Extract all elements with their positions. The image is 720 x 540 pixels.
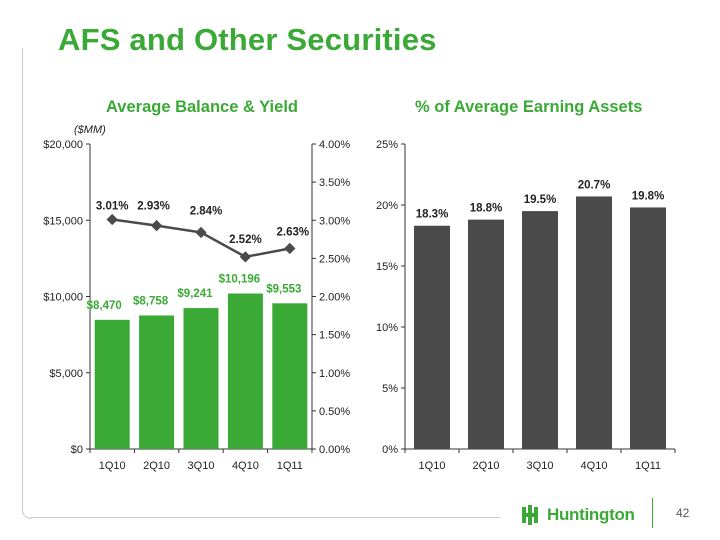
x-tick-label: 1Q11	[635, 460, 661, 472]
right-tick-label: 3.00%	[319, 215, 350, 227]
y-tick-label: 0%	[382, 444, 398, 456]
x-tick-label: 1Q10	[99, 460, 126, 472]
earning-assets-bar-label: 20.7%	[578, 179, 611, 191]
balance-bar	[183, 308, 219, 449]
left-tick-label: $5,000	[49, 368, 83, 380]
y-tick-label: 20%	[376, 200, 398, 212]
x-tick-label: 1Q11	[277, 460, 303, 472]
slide-frame-bottom	[30, 517, 500, 518]
yield-line	[112, 218, 291, 259]
earning-assets-bar	[414, 225, 450, 449]
balance-bar	[227, 293, 263, 449]
y-tick-label: 15%	[376, 261, 398, 273]
yield-point	[106, 213, 118, 226]
right-tick-label: 0.00%	[319, 444, 350, 456]
right-tick-label: 2.00%	[319, 292, 350, 304]
balance-bar-label: $8,758	[133, 295, 169, 307]
yield-point-label: 3.01%	[96, 200, 129, 212]
balance-bar	[272, 303, 308, 449]
right-tick-label: 1.00%	[319, 368, 350, 380]
right-tick-label: 4.00%	[319, 139, 350, 151]
balance-bar-label: $9,241	[177, 288, 213, 300]
chart1-title: Average Balance & Yield	[106, 98, 298, 116]
earning-assets-bar	[468, 219, 504, 449]
yield-point	[284, 242, 296, 255]
balance-bar-label: $9,553	[266, 283, 301, 295]
x-tick-label: 2Q10	[473, 460, 500, 472]
x-tick-label: 3Q10	[527, 460, 554, 472]
yield-point-label: 2.63%	[276, 226, 309, 238]
average-balance-yield-chart: $0 $5,000 $10,000 $15,000 $20,000 0.00% 0.50% 1…	[43, 139, 350, 472]
earning-assets-bar	[576, 196, 612, 449]
y-tick-label: 10%	[376, 322, 398, 334]
x-tick-label: 2Q10	[143, 460, 170, 472]
huntington-logo-text: Huntington	[547, 505, 635, 524]
yield-point	[195, 226, 207, 239]
left-tick-label: $10,000	[43, 292, 83, 304]
left-tick-label: $0	[71, 444, 83, 456]
x-tick-label: 3Q10	[188, 460, 215, 472]
x-tick-label: 4Q10	[581, 460, 608, 472]
x-tick-label: 4Q10	[232, 460, 259, 472]
balance-bar-label: $8,470	[87, 300, 122, 312]
right-tick-label: 0.50%	[319, 406, 350, 418]
right-tick-label: 2.50%	[319, 253, 350, 265]
left-tick-label: $15,000	[43, 215, 83, 227]
earning-assets-bar-label: 19.8%	[632, 190, 665, 202]
right-tick-label: 3.50%	[319, 177, 350, 189]
y-tick-label: 25%	[376, 139, 398, 151]
x-tick-label: 1Q10	[419, 460, 446, 472]
slide-title: AFS and Other Securities	[58, 22, 437, 57]
balance-bar-label: $10,196	[219, 274, 261, 286]
left-tick-label: $20,000	[43, 139, 83, 151]
earning-assets-bar	[630, 207, 666, 449]
page-number: 42	[676, 506, 690, 520]
right-tick-label: 1.50%	[319, 330, 350, 342]
earning-assets-bar-label: 18.3%	[416, 209, 449, 221]
units-note: ($MM)	[74, 124, 106, 136]
huntington-logo: Huntington	[521, 503, 635, 527]
chart2-title: % of Average Earning Assets	[415, 98, 643, 116]
footer-divider	[652, 498, 653, 528]
huntington-logo-icon	[521, 504, 543, 526]
earning-assets-bar-label: 19.5%	[524, 194, 557, 206]
yield-point	[150, 219, 163, 232]
yield-point-label: 2.84%	[190, 205, 223, 217]
balance-bar	[94, 319, 130, 449]
yield-point-label: 2.93%	[137, 201, 170, 213]
yield-point	[239, 251, 252, 263]
earning-assets-bar-label: 18.8%	[470, 203, 503, 215]
balance-bar	[139, 315, 175, 449]
yield-point-label: 2.52%	[229, 234, 262, 246]
earning-assets-chart: 0% 5% 10% 15% 20% 25% 18.3% 18.8% 19.5% 20.7% 19.8…	[376, 139, 676, 472]
y-tick-label: 5%	[382, 383, 398, 395]
earning-assets-bar	[522, 211, 558, 449]
